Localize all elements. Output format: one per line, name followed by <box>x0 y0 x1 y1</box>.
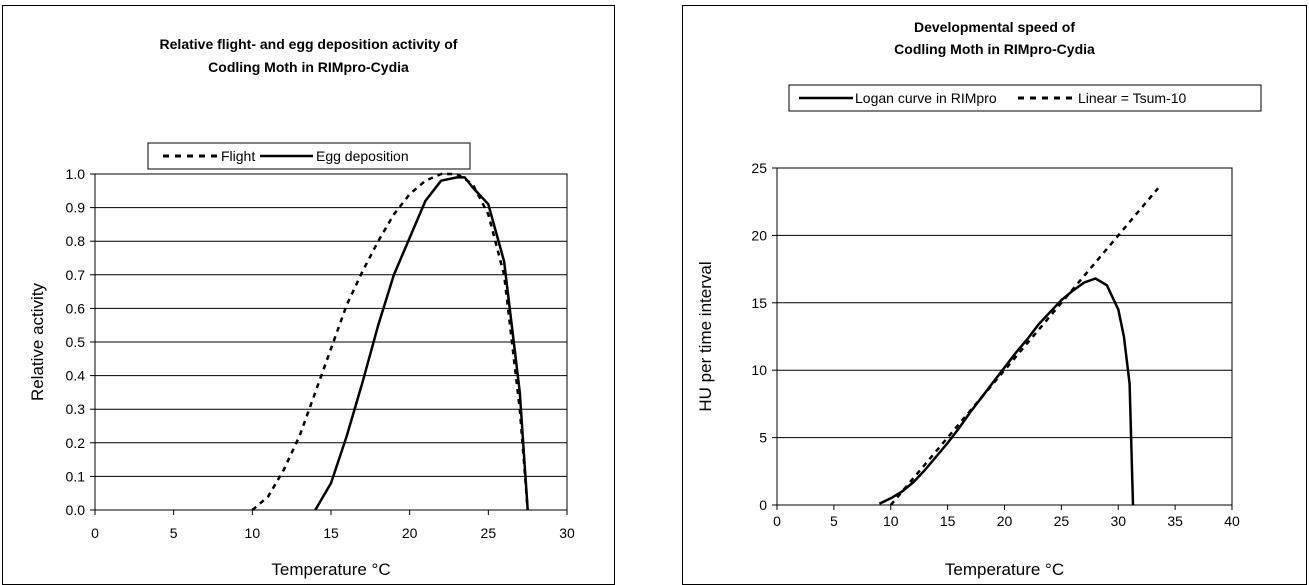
y-tick-label: 0.0 <box>66 502 86 518</box>
y-axis-label: Relative activity <box>28 282 47 401</box>
chart-title-line: Codling Moth in RIMpro-Cydia <box>894 41 1095 57</box>
y-tick-label: 10 <box>751 362 767 378</box>
series-line-egg-deposition <box>314 176 529 511</box>
y-tick-label: 0 <box>759 497 767 513</box>
y-tick-label: 0.1 <box>66 468 86 484</box>
x-axis-label: Temperature °C <box>945 560 1064 579</box>
x-tick-label: 30 <box>1110 513 1126 529</box>
x-tick-label: 30 <box>559 525 575 541</box>
y-tick-label: 0.9 <box>66 200 86 216</box>
chart-right-svg: Developmental speed of Codling Moth in RI… <box>696 19 1262 579</box>
x-tick-label: 15 <box>323 525 339 541</box>
x-tick-label: 10 <box>883 513 899 529</box>
x-tick-label: 15 <box>940 513 956 529</box>
y-tick-label: 25 <box>751 160 767 176</box>
y-tick-label: 0.6 <box>66 300 86 316</box>
y-tick-label: 0.7 <box>66 267 86 283</box>
chart-title-line: Relative flight- and egg deposition acti… <box>160 36 458 52</box>
chart-developmental-speed: Developmental speed of Codling Moth in RI… <box>682 5 1307 585</box>
y-tick-label: 0.5 <box>66 334 86 350</box>
series-line-logan-curve-in-rimpro <box>878 277 1135 506</box>
y-tick-label: 5 <box>759 430 767 446</box>
y-tick-label: 20 <box>751 227 767 243</box>
y-tick-label: 15 <box>751 295 767 311</box>
plot-area <box>776 167 1233 506</box>
x-tick-label: 0 <box>773 513 781 529</box>
x-tick-label: 35 <box>1167 513 1183 529</box>
x-tick-label: 20 <box>402 525 418 541</box>
series-line-flight <box>251 172 529 511</box>
y-tick-label: 0.2 <box>66 435 86 451</box>
x-tick-label: 40 <box>1224 513 1240 529</box>
y-tick-label: 0.4 <box>66 368 86 384</box>
legend-box <box>788 84 1262 112</box>
x-tick-label: 20 <box>997 513 1013 529</box>
chart-title-line: Developmental speed of <box>914 19 1075 35</box>
x-tick-label: 25 <box>481 525 497 541</box>
x-tick-label: 10 <box>245 525 261 541</box>
x-tick-label: 5 <box>830 513 838 529</box>
legend-label: Logan curve in RIMpro <box>855 90 997 106</box>
y-tick-label: 1.0 <box>66 166 86 182</box>
legend-label: Egg deposition <box>316 148 409 164</box>
y-tick-label: 0.3 <box>66 401 86 417</box>
x-tick-label: 0 <box>91 525 99 541</box>
y-axis-label: HU per time interval <box>696 261 715 411</box>
y-tick-label: 0.8 <box>66 233 86 249</box>
chart-title-line: Codling Moth in RIMpro-Cydia <box>208 59 409 75</box>
chart-flight-egg-deposition: Relative flight- and egg deposition acti… <box>2 5 615 585</box>
x-axis-label: Temperature °C <box>271 560 390 579</box>
series-line-linear-tsum-10 <box>889 187 1160 506</box>
x-tick-label: 25 <box>1054 513 1070 529</box>
legend-label: Flight <box>221 148 255 164</box>
legend-label: Linear = Tsum-10 <box>1078 90 1187 106</box>
x-tick-label: 5 <box>170 525 178 541</box>
chart-left-svg: Relative flight- and egg deposition acti… <box>28 36 575 579</box>
